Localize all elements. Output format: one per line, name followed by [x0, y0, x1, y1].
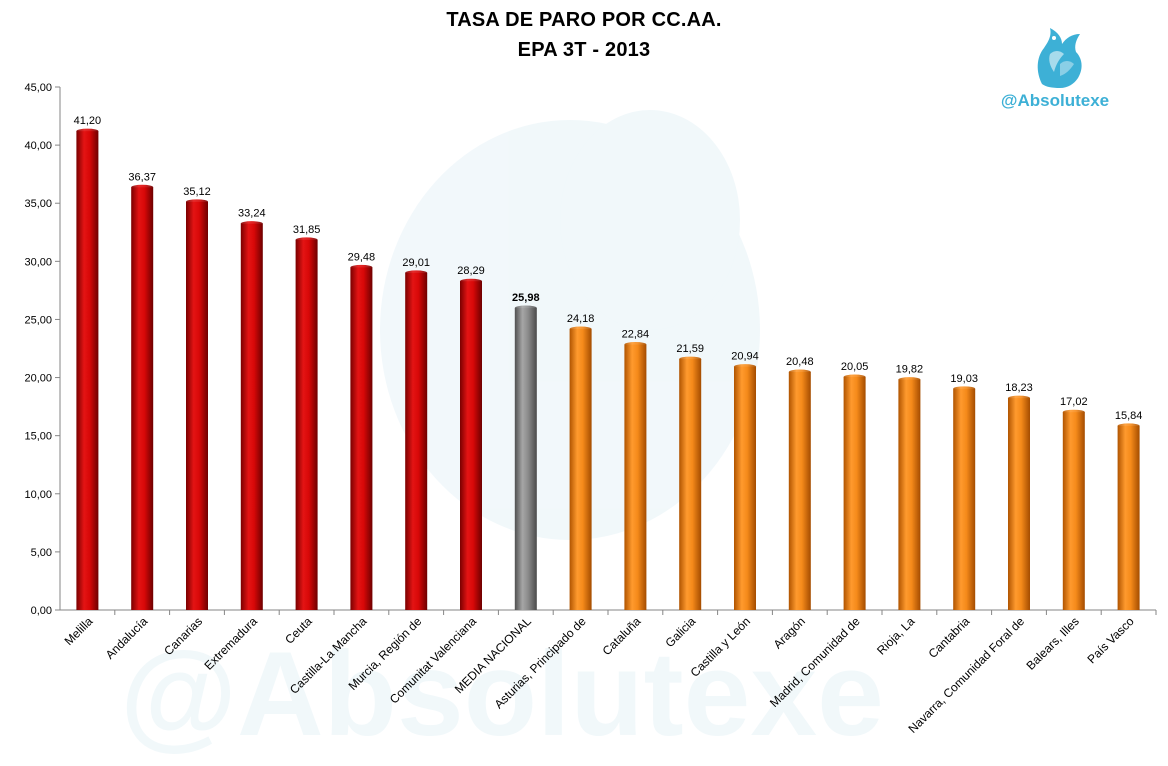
bar-cap	[679, 356, 702, 362]
x-tick-label: Cantabria	[926, 614, 973, 661]
data-label: 29,48	[348, 251, 376, 263]
y-tick-label: 45,00	[24, 82, 52, 94]
data-label: 25,98	[512, 292, 540, 304]
watermark-text: @Absolutexe	[120, 627, 884, 761]
y-tick-label: 40,00	[24, 140, 52, 152]
chart-title: TASA DE PARO POR CC.AA.	[446, 9, 722, 31]
y-tick-label: 5,00	[31, 547, 52, 559]
bar	[186, 201, 208, 610]
bar-cap	[460, 278, 482, 284]
data-label: 20,48	[786, 356, 814, 368]
data-label: 28,29	[457, 265, 485, 277]
bar	[514, 308, 537, 610]
bar	[460, 281, 482, 610]
bar	[734, 366, 756, 610]
bar-cap	[186, 199, 208, 205]
bar-cap	[405, 270, 428, 276]
bar	[843, 376, 866, 610]
bar-cap	[788, 369, 811, 375]
bar-cap	[350, 264, 373, 270]
bar-cap	[843, 374, 866, 380]
bar	[240, 223, 263, 610]
data-label: 41,20	[74, 115, 102, 127]
data-label: 33,24	[238, 208, 266, 220]
x-tick-label: Navarra, Comunidad Foral de	[905, 614, 1027, 736]
bar	[295, 239, 318, 611]
griffin-logo-icon	[1037, 28, 1082, 88]
data-label: 35,12	[183, 186, 211, 198]
bar	[898, 379, 921, 610]
bar	[679, 359, 702, 610]
brand-handle: @Absolutexe	[1000, 91, 1110, 110]
bar	[788, 371, 811, 610]
y-tick-label: 25,00	[24, 314, 52, 326]
data-label: 17,02	[1060, 396, 1088, 408]
y-tick-label: 0,00	[31, 605, 52, 617]
bar	[953, 388, 976, 610]
data-label: 31,85	[293, 224, 321, 236]
data-label: 19,03	[950, 373, 978, 385]
data-label: 21,59	[676, 343, 704, 355]
data-label: 20,94	[731, 351, 759, 363]
bar	[1062, 412, 1085, 610]
y-tick-label: 20,00	[24, 373, 52, 385]
data-label: 18,23	[1005, 382, 1033, 394]
bar	[1117, 425, 1140, 610]
data-label: 19,82	[896, 364, 924, 376]
bar	[569, 328, 592, 610]
bar-cap	[734, 364, 756, 370]
bar	[405, 272, 428, 610]
chart-subtitle: EPA 3T - 2013	[517, 39, 651, 61]
watermark: @Absolutexe	[120, 110, 884, 761]
y-tick-label: 30,00	[24, 256, 52, 268]
bar-cap	[240, 221, 263, 227]
axes: 0,00 5,00 10,00 15,00 20,00 25,00 30,00 35,00 40…	[24, 82, 1157, 617]
x-tick-label: País Vasco	[1085, 614, 1137, 666]
bar-cap	[898, 377, 921, 383]
bar-cap	[1062, 409, 1085, 415]
bar	[624, 344, 647, 610]
data-label: 22,84	[622, 329, 650, 341]
data-label: 29,01	[402, 257, 430, 269]
x-tick-label: Balears, Illes	[1023, 614, 1081, 672]
data-label: 20,05	[841, 361, 869, 373]
x-tick-label: Melilla	[62, 614, 96, 648]
bar	[1008, 398, 1030, 610]
bar	[76, 131, 99, 611]
y-tick-label: 35,00	[24, 198, 52, 210]
bar-cap	[514, 305, 537, 311]
bar-cap	[295, 237, 318, 243]
bar	[350, 267, 373, 610]
bar-cap	[1008, 395, 1030, 401]
bar-cap	[569, 326, 592, 332]
y-tick-label: 10,00	[24, 489, 52, 501]
bar	[131, 187, 154, 610]
bar-cap	[953, 386, 976, 392]
bar-cap	[131, 184, 154, 190]
bars	[76, 128, 1140, 611]
y-tick-label: 15,00	[24, 431, 52, 443]
bar-cap	[76, 128, 99, 134]
data-label: 24,18	[567, 313, 595, 325]
bar-cap	[624, 342, 647, 348]
data-label: 36,37	[128, 171, 156, 183]
data-label: 15,84	[1115, 410, 1143, 422]
bar-cap	[1117, 423, 1140, 429]
